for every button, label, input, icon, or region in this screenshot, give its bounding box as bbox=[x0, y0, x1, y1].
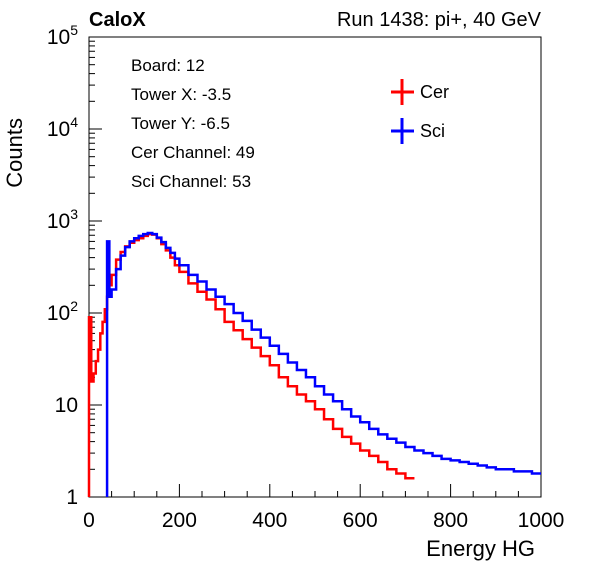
x-tick-label: 0 bbox=[83, 509, 95, 532]
x-tick-label: 1000 bbox=[518, 509, 565, 532]
series-cer-line bbox=[87, 232, 415, 497]
series-sci-line bbox=[105, 231, 541, 497]
legend-sci-label: Sci bbox=[420, 121, 445, 141]
info-line-board: Board: 12 bbox=[131, 56, 205, 75]
x-axis-title: Energy HG bbox=[426, 536, 535, 561]
x-tick-label: 200 bbox=[162, 509, 197, 532]
plot-frame bbox=[88, 36, 542, 498]
info-line-tower-x: Tower X: -3.5 bbox=[131, 85, 231, 104]
legend-sci-marker bbox=[391, 118, 414, 144]
x-tick-label: 600 bbox=[343, 509, 378, 532]
info-line-tower-y: Tower Y: -6.5 bbox=[131, 114, 230, 133]
legend-cer-label: Cer bbox=[420, 82, 449, 102]
legend: Cer Sci bbox=[391, 79, 449, 144]
y-tick-label: 10 bbox=[55, 394, 78, 417]
x-tick-label: 400 bbox=[252, 509, 287, 532]
info-line-cer-channel: Cer Channel: 49 bbox=[131, 143, 255, 162]
info-line-sci-channel: Sci Channel: 53 bbox=[131, 172, 251, 191]
info-box: Board: 12 Tower X: -3.5 Tower Y: -6.5 Ce… bbox=[131, 56, 255, 191]
y-tick-label: 105 bbox=[47, 22, 78, 49]
y-tick-label: 102 bbox=[47, 298, 78, 325]
x-tick-label: 800 bbox=[433, 509, 468, 532]
y-tick-label: 104 bbox=[47, 114, 78, 141]
legend-cer-marker bbox=[391, 79, 414, 105]
run-info-label: Run 1438: pi+, 40 GeV bbox=[337, 9, 542, 31]
y-tick-label: 1 bbox=[66, 486, 78, 509]
y-tick-label: 103 bbox=[47, 206, 78, 233]
experiment-label: CaloX bbox=[89, 9, 146, 31]
y-axis-title: Counts bbox=[2, 118, 27, 188]
